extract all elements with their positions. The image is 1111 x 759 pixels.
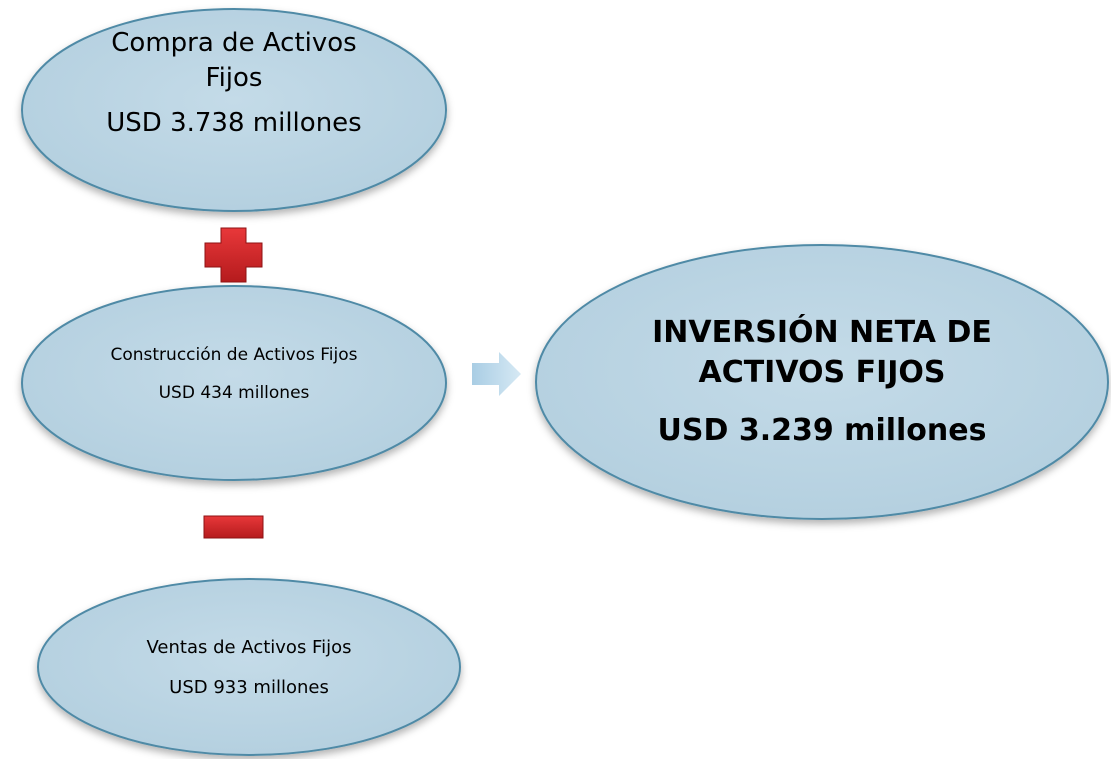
node-text: INVERSIÓN NETA DE ACTIVOS FIJOS USD 3.23… [602,313,1042,451]
node-amount: USD 3.738 millones [106,108,362,138]
node-label: Construcción de Activos Fijos [110,345,358,365]
node-amount: USD 933 millones [169,677,329,698]
node-amount: USD 434 millones [158,383,310,403]
node-ellipse [21,8,447,212]
minus-sign [203,515,264,539]
node-text: Ventas de Activos Fijos USD 933 millones [99,634,399,702]
node-text: Compra de Activos Fijos USD 3.738 millon… [84,26,384,141]
node-label: Ventas de Activos Fijos [146,637,352,658]
node-ellipse [37,578,461,756]
node-label: INVERSIÓN NETA DE ACTIVOS FIJOS [652,315,992,390]
plus-sign [204,227,263,283]
arrow [472,352,521,396]
node-label: Compra de Activos Fijos [111,28,357,93]
node-ellipse [21,285,447,481]
node-ellipse [535,244,1109,520]
node-text: Construcción de Activos Fijos USD 434 mi… [84,342,384,406]
node-amount: USD 3.239 millones [657,413,987,448]
